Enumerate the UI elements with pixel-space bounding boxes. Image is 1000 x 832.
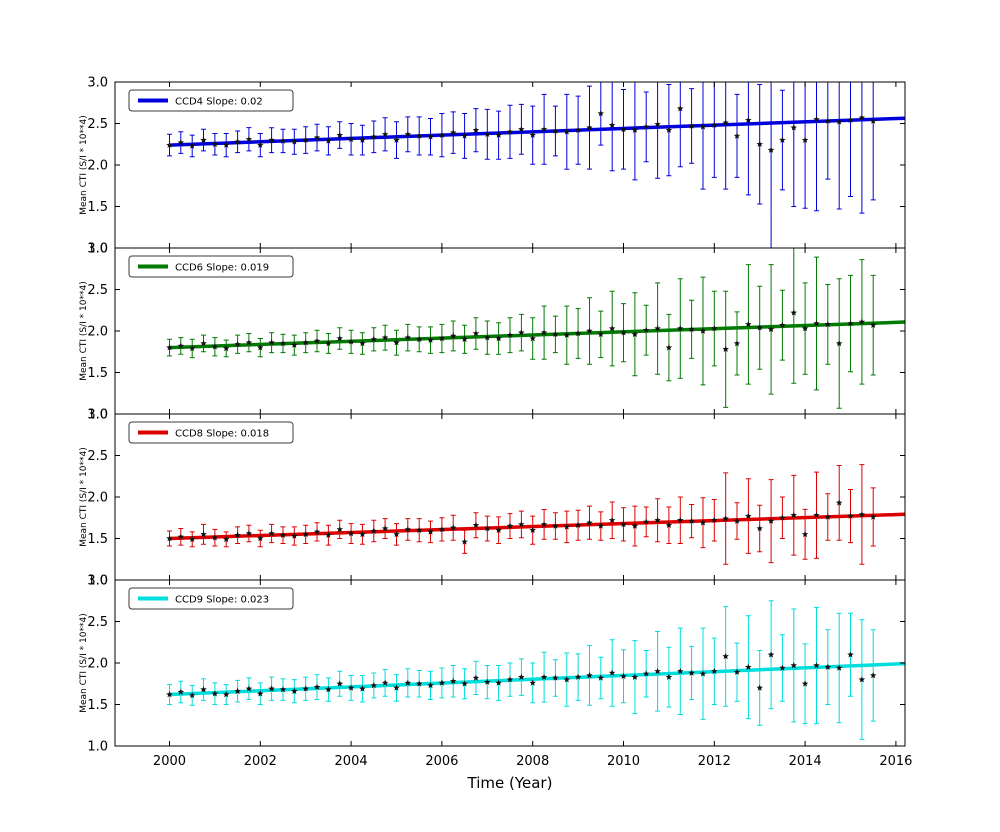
errorbars-ccd8 — [167, 464, 876, 565]
markers-ccd4 — [166, 105, 877, 153]
x-tick-label: 2016 — [879, 754, 912, 769]
panel-ccd4: 1.0 1.5 2.0 2.5 3.0 Mean CTI (S/I * 10**4) CCD… — [79, 76, 906, 257]
y-tick-label: 3.0 — [87, 574, 108, 589]
y-tick-label: 2.5 — [87, 449, 108, 464]
y-tick-label: 1.5 — [87, 366, 108, 381]
x-tick-label: 2014 — [789, 754, 822, 769]
markers-ccd6 — [166, 309, 877, 352]
tick-marks-ccd9 — [115, 579, 905, 747]
y-axis-label-ccd4: Mean CTI (S/I * 10**4) — [79, 115, 89, 215]
legend-ccd4: CCD4 Slope: 0.02 — [128, 89, 294, 112]
legend-label-ccd6: CCD6 Slope: 0.019 — [175, 263, 269, 274]
legend-ccd6: CCD6 Slope: 0.019 — [128, 255, 294, 278]
y-tick-label: 1.0 — [87, 574, 108, 589]
x-tick-label: 2004 — [335, 754, 368, 769]
y-tick-label: 1.5 — [87, 200, 108, 215]
legend-label-ccd8: CCD8 Slope: 0.018 — [175, 429, 269, 440]
y-tick-label: 2.0 — [87, 657, 108, 672]
y-tick-label: 3.0 — [87, 76, 108, 91]
x-tick-label: 2010 — [607, 754, 640, 769]
y-axis-label-ccd6: Mean CTI (S/I * 10**4) — [79, 281, 89, 381]
y-tick-label: 2.5 — [87, 117, 108, 132]
legend-box-ccd8 — [128, 421, 294, 444]
legend-box-ccd9 — [128, 587, 294, 610]
x-tick-label: 2006 — [425, 754, 458, 769]
errorbars-ccd4 — [167, 82, 876, 248]
y-tick-label: 2.0 — [87, 159, 108, 174]
legend-ccd9: CCD9 Slope: 0.023 — [128, 587, 294, 610]
panel-ccd8: 1.0 1.5 2.0 2.5 3.0 Mean CTI (S/I * 10**4) CCD… — [79, 408, 906, 589]
y-tick-label: 1.5 — [87, 698, 108, 713]
legend-box-ccd4 — [128, 89, 294, 112]
y-tick-label: 3.0 — [87, 242, 108, 257]
x-tick-label: 2000 — [153, 754, 186, 769]
y-axis-label-ccd9: Mean CTI (S/I * 10**4) — [79, 613, 89, 713]
x-tick-label: 2012 — [698, 754, 731, 769]
fit-line-ccd6 — [169, 320, 905, 350]
legend-label-ccd9: CCD9 Slope: 0.023 — [175, 595, 269, 606]
legend-ccd8: CCD8 Slope: 0.018 — [128, 421, 294, 444]
panel-ccd6: 1.0 1.5 2.0 2.5 3.0 Mean CTI (S/I * 10**4) CCD… — [79, 242, 906, 423]
y-tick-label: 1.5 — [87, 532, 108, 547]
y-tick-label: 1.0 — [87, 408, 108, 423]
y-tick-label: 2.5 — [87, 615, 108, 630]
y-tick-label: 2.5 — [87, 283, 108, 298]
panel-ccd9: 1.0 1.5 2.0 2.5 3.0 Mean CTI (S/I * 10**4) CCD… — [79, 574, 906, 755]
y-tick-label: 2.0 — [87, 491, 108, 506]
y-tick-label: 1.0 — [87, 242, 108, 257]
x-tick-label: 2002 — [244, 754, 277, 769]
markers-ccd9 — [166, 651, 877, 699]
legend-box-ccd6 — [128, 255, 294, 278]
fit-line-ccd8 — [169, 512, 905, 541]
y-axis-label-ccd8: Mean CTI (S/I * 10**4) — [79, 447, 89, 547]
x-axis-label: Time (Year) — [467, 774, 553, 792]
x-tick-label: 2008 — [516, 754, 549, 769]
y-tick-label: 3.0 — [87, 408, 108, 423]
y-tick-label: 2.0 — [87, 325, 108, 340]
markers-ccd8 — [166, 499, 877, 545]
fit-line-ccd9 — [169, 661, 905, 697]
fit-line-ccd4 — [169, 116, 905, 147]
y-tick-label: 1.0 — [87, 740, 108, 755]
legend-label-ccd4: CCD4 Slope: 0.02 — [175, 97, 263, 108]
